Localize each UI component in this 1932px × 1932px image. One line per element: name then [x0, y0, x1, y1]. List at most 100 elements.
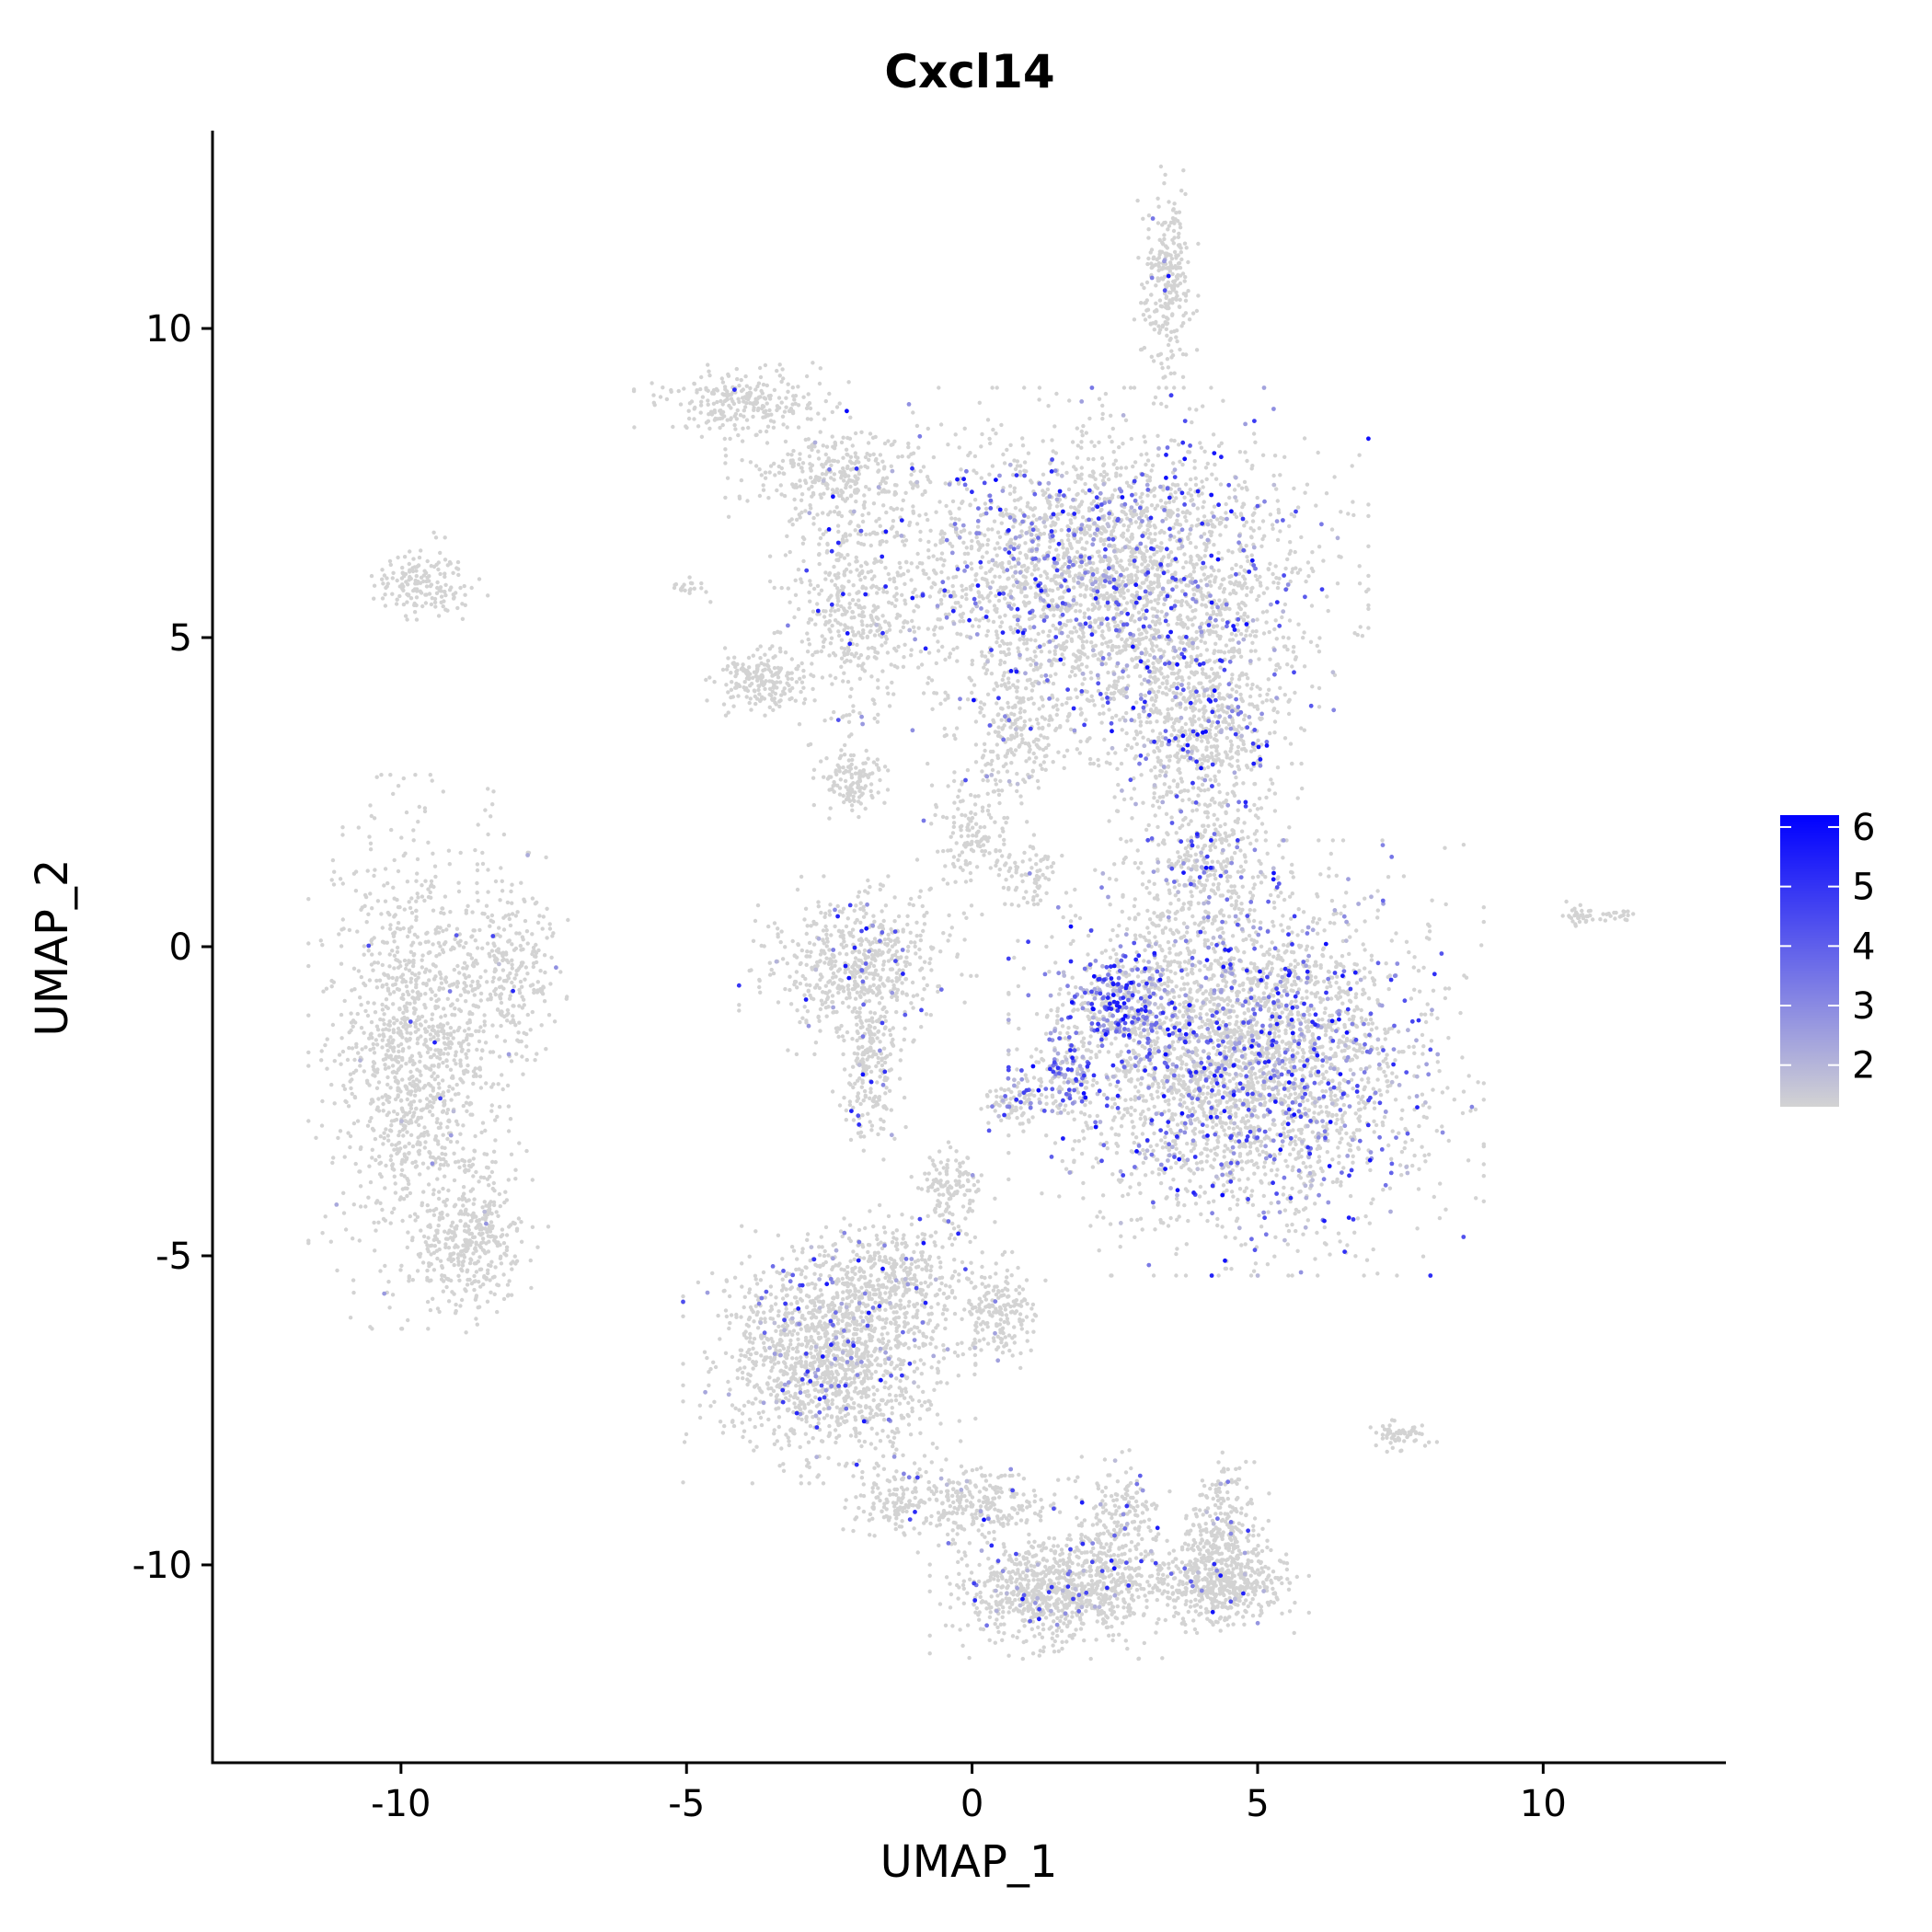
cell-point	[436, 614, 442, 618]
cell-point	[534, 942, 538, 948]
cell-point	[306, 897, 311, 902]
cell-point	[1101, 711, 1106, 716]
cell-point	[380, 1095, 385, 1099]
cell-point	[1184, 583, 1189, 588]
cell-point	[500, 953, 505, 959]
cell-point	[838, 622, 843, 627]
cell-point	[822, 417, 827, 421]
cell-point	[432, 1244, 437, 1248]
cell-point	[505, 1083, 511, 1088]
cell-point	[466, 1069, 470, 1075]
cell-point	[1158, 548, 1163, 553]
cell-point	[818, 366, 822, 371]
cell-point	[522, 1003, 526, 1007]
cell-point	[1218, 482, 1224, 487]
cell-point	[953, 432, 958, 437]
cell-point	[836, 558, 841, 563]
cell-point	[1271, 473, 1276, 478]
cell-point	[811, 515, 816, 521]
cell-point	[407, 1151, 411, 1156]
cell-point	[439, 1015, 443, 1019]
cell-point	[849, 772, 854, 777]
cell-point	[1139, 453, 1144, 457]
cell-point	[427, 1025, 431, 1029]
cell-point	[946, 443, 950, 447]
cell-point	[1136, 627, 1142, 632]
cell-point	[439, 910, 443, 915]
cell-point	[896, 454, 901, 459]
cell-point	[380, 1045, 385, 1050]
cell-point	[926, 539, 931, 545]
cell-point	[470, 910, 475, 914]
cell-point	[832, 779, 836, 785]
cell-point	[465, 1035, 469, 1041]
cell-point	[767, 397, 773, 401]
cell-point	[738, 413, 743, 418]
cell-point	[862, 505, 867, 511]
cell-point	[477, 1039, 482, 1044]
cell-point	[1031, 701, 1036, 706]
cell-point	[811, 767, 817, 772]
cell-point	[466, 990, 471, 995]
cell-point	[414, 1120, 419, 1124]
cell-point	[1199, 445, 1204, 450]
cell-point	[885, 650, 891, 655]
cell-point	[1102, 737, 1107, 742]
cell-point	[392, 930, 397, 935]
cell-point	[455, 963, 460, 969]
cell-point	[1123, 418, 1129, 422]
cell-point	[1079, 440, 1084, 444]
cell-point	[374, 978, 379, 983]
cell-point	[671, 424, 675, 430]
cell-point	[480, 1240, 486, 1245]
cell-point	[513, 946, 519, 951]
cell-point	[482, 1023, 488, 1028]
cell-point	[520, 1054, 524, 1059]
cell-point	[395, 945, 400, 950]
cell-point	[462, 972, 466, 977]
cell-point	[380, 926, 385, 930]
cell-point	[436, 1064, 441, 1069]
cell-point	[983, 501, 988, 506]
cell-point	[832, 510, 837, 514]
cell-point	[407, 968, 412, 973]
cell-point	[454, 1308, 458, 1314]
cell-point	[461, 966, 466, 971]
cell-point	[430, 1012, 435, 1017]
cell-point	[504, 1198, 510, 1202]
cell-point	[834, 772, 839, 776]
cell-point	[1302, 630, 1306, 635]
cell-point	[833, 441, 837, 445]
cell-point	[408, 1213, 412, 1219]
cell-point	[450, 983, 454, 987]
cell-point	[417, 555, 422, 560]
cell-point	[977, 400, 983, 405]
cell-point	[337, 932, 341, 937]
cell-point	[678, 402, 684, 407]
cell-point	[409, 911, 415, 915]
cell-point	[979, 650, 984, 654]
cell-point	[799, 661, 804, 666]
cell-point	[969, 545, 974, 549]
cell-point	[431, 1296, 435, 1302]
cell-point	[446, 1088, 451, 1094]
cell-point	[362, 1030, 366, 1035]
cell-point	[651, 393, 656, 397]
cell-point	[473, 1279, 477, 1283]
cell-point	[480, 1226, 485, 1231]
cell-point	[319, 1049, 324, 1053]
cell-point	[1066, 512, 1071, 517]
cell-point	[801, 674, 806, 679]
cell-point	[1193, 545, 1199, 549]
cell-point	[839, 476, 844, 480]
cell-point	[875, 591, 880, 595]
cell-point	[483, 1041, 489, 1045]
cell-point	[398, 1041, 404, 1047]
cell-point	[1032, 650, 1037, 654]
cell-point	[845, 466, 850, 471]
cell-point	[734, 417, 739, 421]
cell-point	[804, 374, 810, 379]
cell-point	[1018, 707, 1023, 711]
cell-point	[371, 1041, 375, 1047]
cell-point	[860, 512, 865, 518]
